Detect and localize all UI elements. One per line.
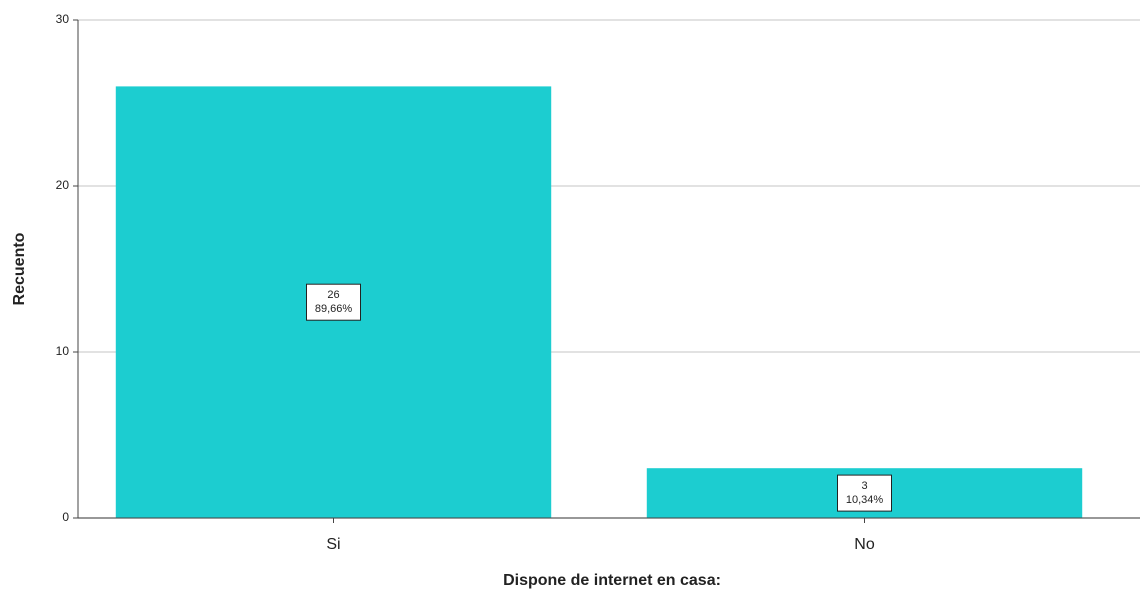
x-axis-label: Dispone de internet en casa: [503,572,721,589]
y-tick-label: 0 [62,510,69,524]
x-tick-label: No [854,536,875,553]
y-tick-label: 30 [56,12,70,26]
y-axis-label: Recuento [11,232,28,305]
data-label: 3 [861,480,867,492]
percent-label: 10,34% [846,494,884,506]
y-tick-label: 10 [56,344,70,358]
data-label: 26 [327,289,339,301]
data-label-box [837,474,892,512]
x-tick-label: Si [326,536,340,553]
data-label-box [306,283,361,321]
percent-label: 89,66% [315,303,353,315]
y-tick-label: 20 [56,178,70,192]
